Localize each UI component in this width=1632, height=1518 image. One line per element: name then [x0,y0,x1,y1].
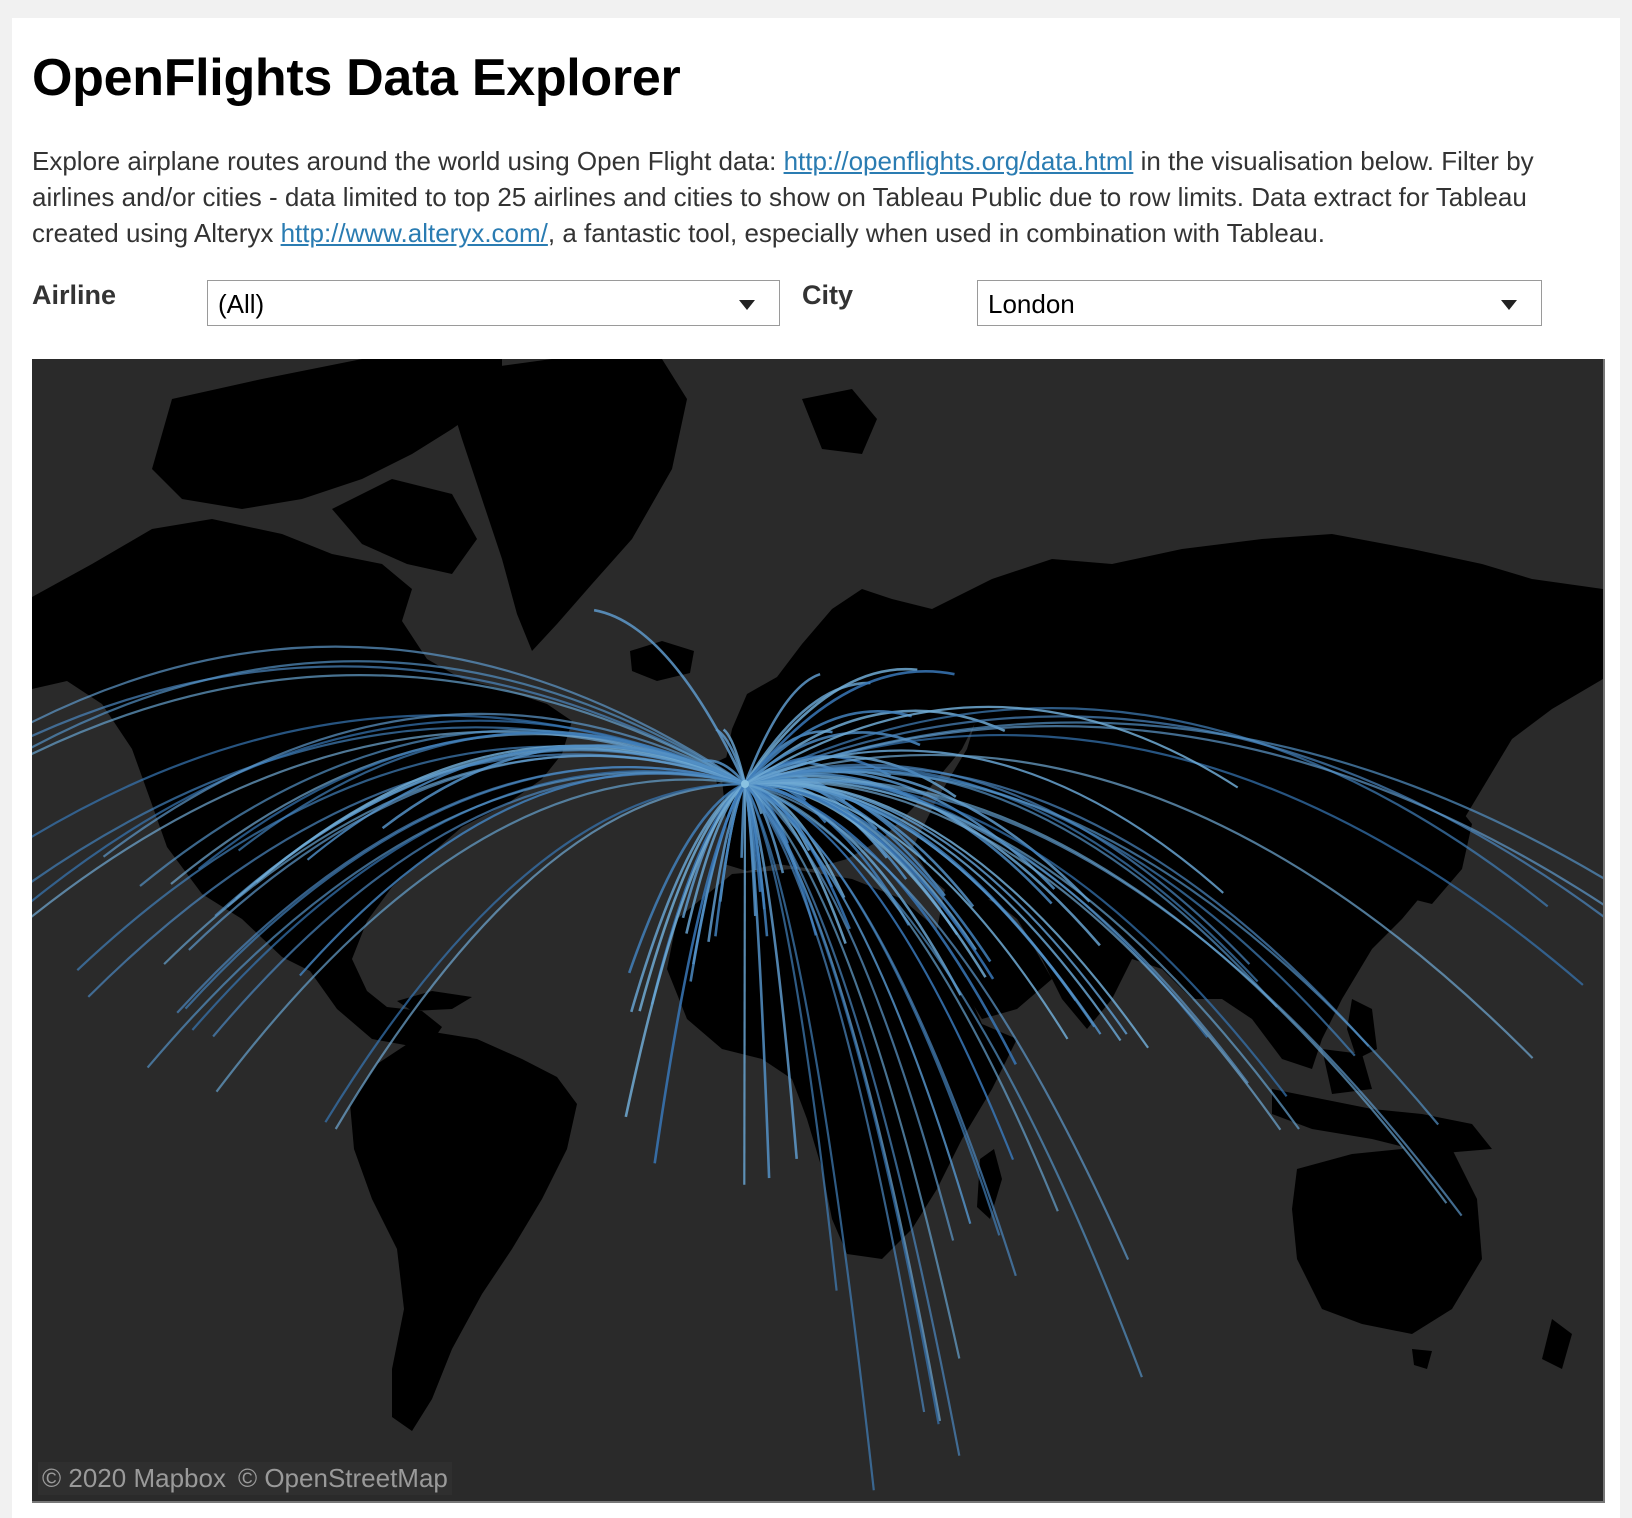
chevron-down-icon [1501,300,1517,310]
flight-route[interactable] [744,783,926,1413]
flight-route[interactable] [743,783,771,1179]
route-map-canvas[interactable] [32,359,1603,1501]
baffin-island-land [332,479,477,574]
alteryx-link[interactable]: http://www.alteryx.com/ [280,218,548,248]
flight-route[interactable] [744,731,921,785]
flight-route[interactable] [324,782,746,1123]
flight-route[interactable] [32,665,746,809]
flight-route[interactable] [744,782,1069,1040]
arabian-peninsula-land [937,879,1052,1019]
city-filter-label: City [802,280,854,310]
new-zealand-land [1542,1319,1572,1369]
philippines-land [1347,999,1377,1059]
greenland-land [442,359,687,651]
flight-route[interactable] [744,783,961,1359]
flight-route[interactable] [624,783,746,1118]
africa-land [667,869,1017,1259]
intro-text-part-1: Explore airplane routes around the world… [32,146,784,176]
australia-land [1292,1129,1482,1334]
flight-route[interactable] [744,783,972,1225]
flight-route[interactable] [237,731,746,852]
city-filter-dropdown[interactable]: London [977,280,1542,326]
north-america-land [32,519,572,1049]
origin-city-marker[interactable] [741,780,749,788]
flight-route[interactable] [32,660,746,790]
arctic-islands-land [152,359,502,509]
madagascar-land [977,1149,1002,1219]
flight-route[interactable] [744,781,1149,1049]
flight-route[interactable] [744,783,875,1491]
flight-route[interactable] [722,728,747,785]
flight-route[interactable] [744,782,1130,1261]
flight-route[interactable] [146,771,746,1069]
dashboard: OpenFlights Data Explorer Explore airpla… [12,18,1620,1518]
airline-filter-dropdown[interactable]: (All) [207,280,780,326]
flight-route[interactable] [215,778,746,1093]
flight-route[interactable] [702,759,747,785]
flight-route[interactable] [102,712,746,858]
flight-route[interactable] [653,783,747,1164]
flight-route[interactable] [744,763,1251,965]
flight-route[interactable] [743,681,871,785]
flight-routes [32,608,1603,1491]
borneo-land [1322,1049,1372,1094]
land-masses [32,359,1603,1431]
flight-route[interactable] [744,725,1603,957]
page-title: OpenFlights Data Explorer [32,49,681,107]
flight-route[interactable] [32,645,746,785]
city-filter-value: London [988,289,1075,319]
mapbox-attribution[interactable]: © 2020 Mapbox [42,1463,226,1493]
flight-route[interactable] [744,779,1463,1217]
chevron-down-icon [739,300,755,310]
flight-route[interactable] [188,754,746,951]
flight-route[interactable] [176,766,746,1014]
intro-text-part-3: , a fantastic tool, especially when used… [547,218,1325,248]
intro-text-part-2: in the visualisation below. Filter by ai… [32,146,1534,248]
flight-route[interactable] [744,715,1603,929]
airline-filter-value: (All) [218,289,265,319]
flight-route[interactable] [743,667,918,785]
iceland-land [630,641,694,681]
map-attribution: © 2020 Mapbox © OpenStreetMap [38,1462,452,1495]
flight-route[interactable] [744,707,1549,908]
flight-route[interactable] [744,734,1584,986]
flight-route[interactable] [744,705,1239,789]
south-america-land [350,1031,577,1431]
openflights-data-link[interactable]: http://openflights.org/data.html [783,146,1134,176]
flight-route[interactable] [743,672,821,785]
flight-route[interactable] [381,744,746,830]
flight-route[interactable] [744,766,1370,1047]
flight-route[interactable] [334,782,746,1130]
flight-route[interactable] [744,783,955,1241]
flight-route[interactable] [32,674,746,828]
openstreetmap-attribution[interactable]: © OpenStreetMap [237,1463,448,1493]
flight-route[interactable] [743,670,955,785]
flight-route[interactable] [744,782,1143,1378]
flight-route[interactable] [744,710,913,785]
flight-route[interactable] [743,783,798,1160]
flight-route[interactable] [744,779,1300,1130]
flight-route[interactable] [744,783,838,1291]
asia-land [912,534,1603,1069]
japan-land [1412,799,1472,904]
airline-filter-label: Airline [32,280,117,310]
flight-route[interactable] [744,783,940,1425]
flight-route[interactable] [627,782,746,974]
flight-route[interactable] [744,778,1448,1204]
flight-route[interactable] [744,781,1122,1042]
flight-route[interactable] [744,753,1534,1059]
tasmania-land [1412,1349,1432,1369]
flight-route[interactable] [744,770,1440,1126]
flight-route[interactable] [744,782,1059,1212]
route-map[interactable]: © 2020 Mapbox © OpenStreetMap [32,359,1605,1503]
flight-route[interactable] [744,783,961,1456]
flight-route[interactable] [743,783,747,1185]
flight-route[interactable] [744,783,1017,1277]
flight-route[interactable] [744,780,1282,1131]
svalbard-land [802,389,877,454]
flight-route[interactable] [593,608,747,785]
flight-route[interactable] [744,749,1224,894]
intro-text: Explore airplane routes around the world… [32,143,1612,251]
